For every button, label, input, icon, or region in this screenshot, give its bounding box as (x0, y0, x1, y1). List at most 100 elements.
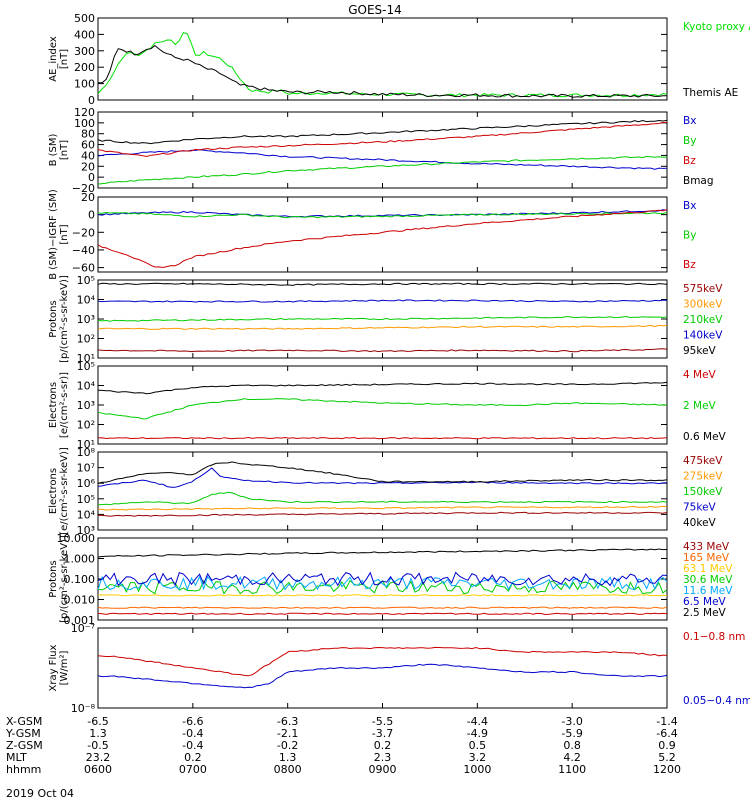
legend-entry: 210keV (683, 314, 723, 326)
y-axis-label: Electrons (48, 382, 59, 428)
ephemeris-value: -0.4 (182, 739, 203, 752)
ephemeris-value: 1.3 (279, 751, 297, 764)
ephemeris-value: -4.4 (467, 715, 488, 728)
y-tick-label: 10⁻⁸ (71, 702, 96, 715)
legend-entry: Kyoto proxy AE (683, 21, 750, 33)
series-line-bmag (97, 119, 668, 145)
ephemeris-row-label: hhmm (6, 763, 41, 776)
ephemeris-row-label: Y-GSM (5, 727, 41, 740)
series-line-bz (97, 209, 668, 269)
y-axis-label: [p/(cm²-s-sr-keV)] (59, 275, 70, 363)
series-line-75kev (97, 467, 668, 488)
y-tick-label: 10⁵ (77, 360, 95, 373)
y-axis-label: [p/(cm²-s-sr-keV)] (59, 535, 70, 623)
series-line-by (97, 211, 668, 219)
y-axis-label: [e/(cm²-s-sr-keV)] (59, 447, 70, 535)
y-tick-label: 0 (88, 94, 95, 107)
ephemeris-value: 1100 (558, 763, 586, 776)
y-axis-label: AE_index (48, 36, 59, 82)
series-line-4-mev (97, 436, 668, 440)
ephemeris-value: 1200 (653, 763, 681, 776)
ephemeris-value: -0.5 (87, 739, 108, 752)
y-tick-label: −20 (72, 182, 95, 195)
series-line-40kev (97, 461, 668, 484)
legend-entry: 2.5 MeV (683, 607, 727, 619)
legend-entry: 4 MeV (683, 369, 717, 381)
ephemeris-value: 0600 (84, 763, 112, 776)
y-tick-label: 10² (77, 419, 95, 432)
y-axis-label: Protons (48, 560, 59, 597)
legend-entry: 0.1−0.8 nm (683, 631, 745, 643)
ephemeris-value: 0800 (274, 763, 302, 776)
y-tick-label: 10⁵ (77, 274, 95, 287)
y-tick-label: 200 (74, 61, 95, 74)
legend-entry: 40keV (683, 517, 717, 529)
figure-title: GOES-14 (348, 3, 402, 17)
series-line-140kev (97, 299, 668, 303)
ephemeris-value: -6.4 (656, 727, 677, 740)
y-tick-label: 1.000 (64, 553, 96, 566)
ephemeris-table: X-GSM -6.5 -6.6 -6.3 -5.5 -4.4 -3.0 -1.4 Y-GSM 1.… (5, 715, 681, 776)
legend-entry: By (683, 135, 696, 147)
ephemeris-value: 2.3 (374, 751, 392, 764)
y-tick-label: 10⁴ (77, 508, 96, 521)
y-tick-label: −40 (72, 244, 95, 257)
y-tick-label: 100 (74, 78, 95, 91)
ephemeris-value: -4.9 (467, 727, 488, 740)
y-tick-label: 120 (74, 106, 95, 119)
y-axis-label: Protons (48, 300, 59, 337)
series-line-433-mev (97, 612, 668, 616)
panel-3: −60 −40 −20 0 20 B (SM)−IGRF (SM) [nT] Bx By Bz (48, 189, 696, 280)
legend-entry: Bx (683, 200, 696, 212)
series-line-by (97, 155, 668, 185)
y-tick-label: 60 (81, 139, 95, 152)
ephemeris-value: 0.9 (658, 739, 676, 752)
series-line-2-mev (97, 398, 668, 420)
y-axis-label: B (SM)−IGRF (SM) (48, 189, 59, 280)
series-line-575kev (97, 348, 668, 353)
ephemeris-value: 1000 (463, 763, 491, 776)
legend-entry: 475keV (683, 455, 723, 467)
ephemeris-value: -6.5 (87, 715, 108, 728)
ephemeris-value: -5.5 (372, 715, 393, 728)
ephemeris-value: 0900 (369, 763, 397, 776)
y-tick-label: 0.010 (64, 594, 96, 607)
series-line-themis-ae (97, 44, 667, 98)
y-tick-label: 10² (77, 333, 95, 346)
y-tick-label: 10¹ (77, 438, 95, 451)
legend-entry: 150keV (683, 486, 723, 498)
legend-entry: Bz (683, 155, 696, 167)
legend-entry: 0.6 MeV (683, 431, 727, 443)
ephemeris-value: 0.2 (184, 751, 202, 764)
legend-entry: 95keV (683, 345, 717, 357)
y-axis-label: Xray Flux (48, 644, 59, 691)
ephemeris-row-label: Z-GSM (6, 739, 43, 752)
ephemeris-value: 0.5 (469, 739, 487, 752)
y-tick-label: 10⁻⁷ (71, 622, 95, 635)
legend-entry: Themis AE (682, 87, 738, 99)
ephemeris-value: -6.6 (182, 715, 203, 728)
ephemeris-row-label: X-GSM (6, 715, 42, 728)
legend-entry: 11.6 MeV (683, 585, 733, 597)
ephemeris-value: 23.2 (86, 751, 111, 764)
legend-entry: 575keV (683, 283, 723, 295)
y-tick-label: 10⁴ (77, 380, 96, 393)
series-line-0-1-0-8-nm (97, 646, 668, 677)
y-tick-label: −20 (72, 226, 95, 239)
series-line-bx (97, 209, 668, 218)
y-tick-label: 10⁴ (77, 294, 96, 307)
series-line-11-6-mev (97, 575, 668, 592)
legend-entry: 30.6 MeV (683, 574, 733, 586)
legend-entry: Bx (683, 115, 696, 127)
ephemeris-value: 3.2 (469, 751, 487, 764)
y-tick-label: 10³ (77, 313, 95, 326)
panel-frame (97, 451, 668, 531)
legend-entry: 433 MeV (683, 541, 730, 553)
y-tick-label: 10⁸ (77, 446, 96, 459)
y-tick-label: 100 (74, 117, 95, 130)
y-tick-label: 20 (81, 160, 95, 173)
y-tick-label: 20 (81, 191, 95, 204)
y-axis-label: Electrons (48, 468, 59, 514)
